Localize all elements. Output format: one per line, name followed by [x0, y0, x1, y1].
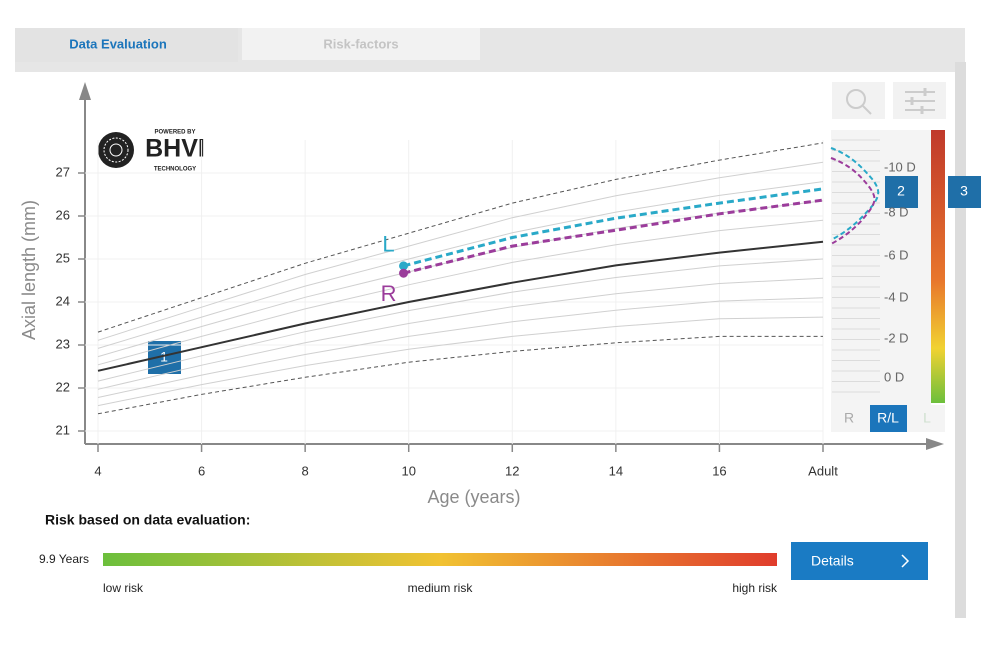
- marker-label: 3: [960, 183, 968, 199]
- tab-inactive[interactable]: [242, 28, 480, 60]
- percentile-line: [97, 297, 824, 398]
- x-axis-title: Age (years): [427, 487, 520, 507]
- percentile-line: [97, 335, 823, 415]
- y-tick-label: 23: [56, 336, 70, 351]
- details-button[interactable]: [791, 542, 928, 580]
- logo-pupil: [109, 143, 123, 157]
- toggle-label[interactable]: R: [844, 410, 854, 426]
- percentile-line: [97, 316, 824, 407]
- logo-name: BHVI: [145, 135, 205, 163]
- start-point: [399, 268, 409, 278]
- tab-label[interactable]: Data Evaluation: [69, 36, 167, 51]
- x-tick-label: 14: [609, 463, 623, 478]
- eye-label: L: [382, 232, 394, 257]
- risk-level: high risk: [732, 581, 778, 595]
- x-tick-label: 12: [505, 463, 519, 478]
- percentile-line: [97, 240, 824, 372]
- marker: [885, 176, 918, 208]
- refraction-panel: [831, 130, 931, 432]
- frame-edge: [955, 62, 966, 618]
- toggle-l[interactable]: [909, 405, 945, 432]
- logo-top: POWERED BY: [154, 130, 195, 136]
- marker: [948, 176, 981, 208]
- y-axis-title: Axial length (mm): [19, 200, 39, 340]
- refraction-label: 0 D: [884, 369, 904, 384]
- toggle-label[interactable]: L: [923, 410, 931, 426]
- refraction-label: -8 D: [884, 204, 909, 219]
- risk-bar: [103, 553, 777, 566]
- start-point: [399, 261, 409, 271]
- refraction-label: -2 D: [884, 330, 909, 345]
- x-arrow: [926, 438, 944, 450]
- search-icon-handle: [862, 105, 872, 115]
- percentile-line: [97, 277, 824, 390]
- y-tick-label: 21: [56, 422, 70, 437]
- percentile-line: [97, 258, 824, 382]
- percentile-line: [97, 219, 824, 366]
- eye-label: R: [381, 281, 397, 306]
- risk-age: 9.9 Years: [39, 552, 89, 566]
- risk-title: Risk based on data evaluation:: [45, 512, 250, 528]
- x-tick-label: 8: [302, 463, 309, 478]
- risk-level: low risk: [103, 581, 144, 595]
- percentile-line: [97, 161, 824, 341]
- eye-line: [403, 187, 824, 268]
- refraction-colorbar: [931, 130, 945, 403]
- x-tick-label: 6: [198, 463, 205, 478]
- details-chevron: [901, 554, 910, 568]
- y-tick-label: 27: [56, 164, 70, 179]
- toggle-r[interactable]: [831, 405, 868, 432]
- toggle-rl[interactable]: [870, 405, 907, 432]
- y-tick-label: 25: [56, 250, 70, 265]
- y-tick-label: 24: [56, 293, 70, 308]
- search-button[interactable]: [832, 82, 885, 119]
- search-icon: [846, 89, 866, 109]
- refraction-label: -6 D: [884, 247, 909, 262]
- x-tick-label: 10: [401, 463, 415, 478]
- x-tick-label: Adult: [808, 463, 838, 478]
- percentile-line: [97, 142, 824, 333]
- settings-icon: [905, 91, 935, 111]
- toggle-label[interactable]: R/L: [877, 410, 899, 426]
- grid: [85, 140, 824, 444]
- refraction-label: -10 D: [884, 159, 916, 174]
- x-tick-label: 16: [712, 463, 726, 478]
- marker-label: 2: [897, 183, 905, 199]
- logo-bottom: TECHNOLOGY: [154, 167, 196, 173]
- y-tick-label: 22: [56, 379, 70, 394]
- risk-level: medium risk: [408, 581, 474, 595]
- logo-iris: [103, 137, 129, 163]
- tab-active[interactable]: [15, 28, 238, 62]
- eye-line: [403, 198, 824, 275]
- y-arrow: [79, 82, 91, 100]
- refraction-label: -4 D: [884, 289, 909, 304]
- r-distribution: [830, 157, 876, 245]
- settings-icon-knobs: [910, 88, 927, 114]
- percentile-line: [97, 181, 824, 349]
- y-tick-label: 26: [56, 207, 70, 222]
- tab-label[interactable]: Risk-factors: [323, 36, 398, 51]
- x-tick-label: 4: [94, 463, 101, 478]
- details-label[interactable]: Details: [811, 553, 854, 569]
- l-distribution: [830, 147, 880, 241]
